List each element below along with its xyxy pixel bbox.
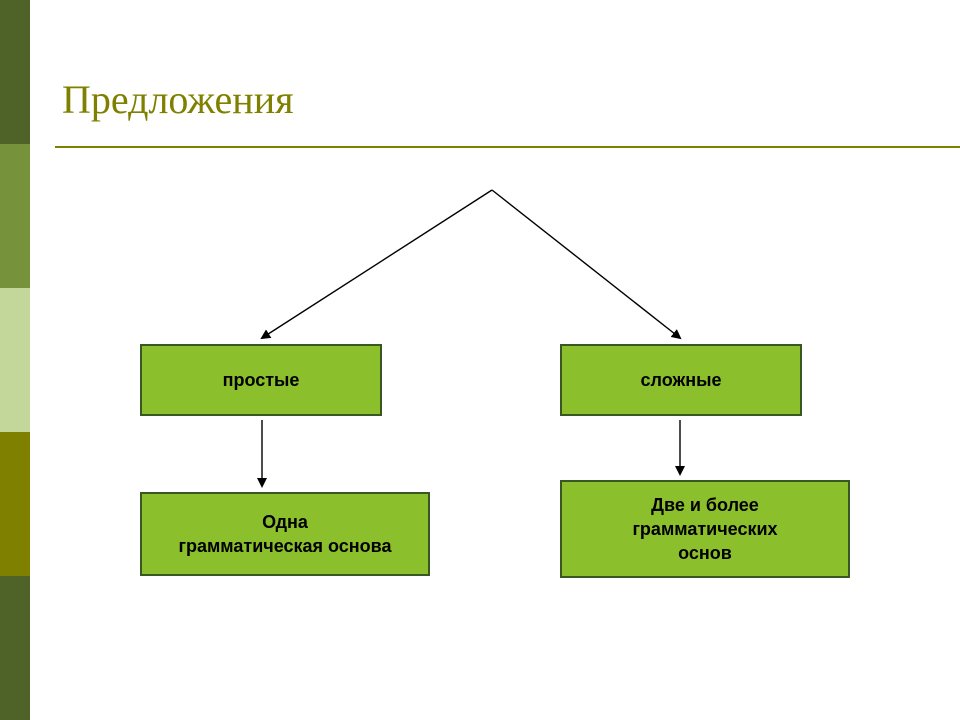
sidebar-block	[0, 576, 30, 720]
node-label: простые	[223, 368, 300, 392]
sidebar-block	[0, 432, 30, 576]
node-two: Две и болееграмматическихоснов	[560, 480, 850, 578]
sidebar-block	[0, 144, 30, 288]
node-label: Две и болееграмматическихоснов	[632, 493, 777, 566]
node-one: Однаграмматическая основа	[140, 492, 430, 576]
title-underline	[55, 146, 960, 148]
node-label: сложные	[641, 368, 722, 392]
sidebar-block	[0, 0, 30, 144]
slide-title: Предложения	[62, 76, 294, 123]
node-simple: простые	[140, 344, 382, 416]
node-complex: сложные	[560, 344, 802, 416]
left-accent-sidebar	[0, 0, 30, 720]
sidebar-block	[0, 288, 30, 432]
node-label: Однаграмматическая основа	[178, 510, 391, 559]
